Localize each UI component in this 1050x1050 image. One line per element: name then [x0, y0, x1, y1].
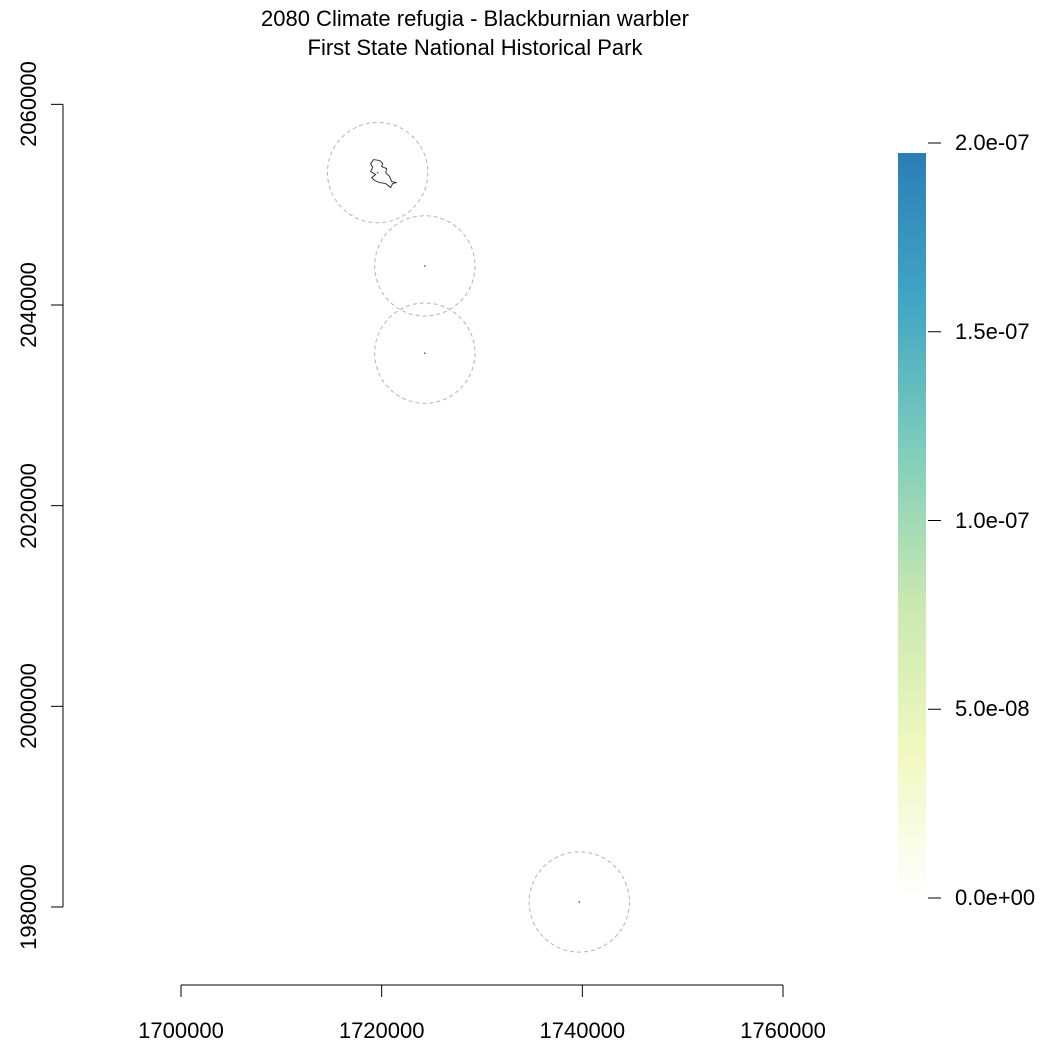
park-boundaries	[369, 159, 581, 903]
map-title: 2080 Climate refugia - Blackburnian warb…	[261, 6, 689, 31]
y-tick-label: 2060000	[16, 61, 41, 148]
park-unit-south	[578, 901, 581, 903]
legend-tick-label: 1.5e-07	[955, 318, 1030, 344]
buffer-circle	[326, 121, 429, 224]
legend-axis	[928, 142, 941, 899]
buffer-circle	[374, 215, 476, 317]
park-unit-lower	[424, 352, 426, 354]
park-unit-middle	[424, 265, 426, 267]
buffer-circle	[374, 302, 476, 404]
y-tick-label: 2020000	[16, 462, 41, 549]
buffer-zones	[326, 121, 630, 953]
legend-tick-label: 2.0e-07	[955, 130, 1030, 155]
x-tick-label: 1720000	[338, 1018, 425, 1043]
legend-colorbar	[898, 153, 926, 898]
y-tick-label: 2000000	[16, 663, 41, 750]
park-boundary-north	[369, 159, 397, 189]
buffer-circle	[528, 851, 630, 953]
x-tick-label: 1760000	[740, 1018, 826, 1043]
y-tick-label: 2040000	[16, 262, 41, 348]
legend-tick-label: 5.0e-08	[955, 696, 1030, 722]
map-subtitle: First State National Historical Park	[307, 35, 643, 60]
park-unit-north	[376, 171, 379, 174]
x-tick-label: 1700000	[138, 1018, 224, 1043]
legend-tick-label: 0.0e+00	[955, 885, 1036, 910]
x-tick-label: 1740000	[539, 1018, 626, 1043]
y-tick-label: 1980000	[16, 864, 41, 950]
legend-tick-label: 1.0e-07	[955, 507, 1030, 533]
axes	[51, 103, 784, 997]
